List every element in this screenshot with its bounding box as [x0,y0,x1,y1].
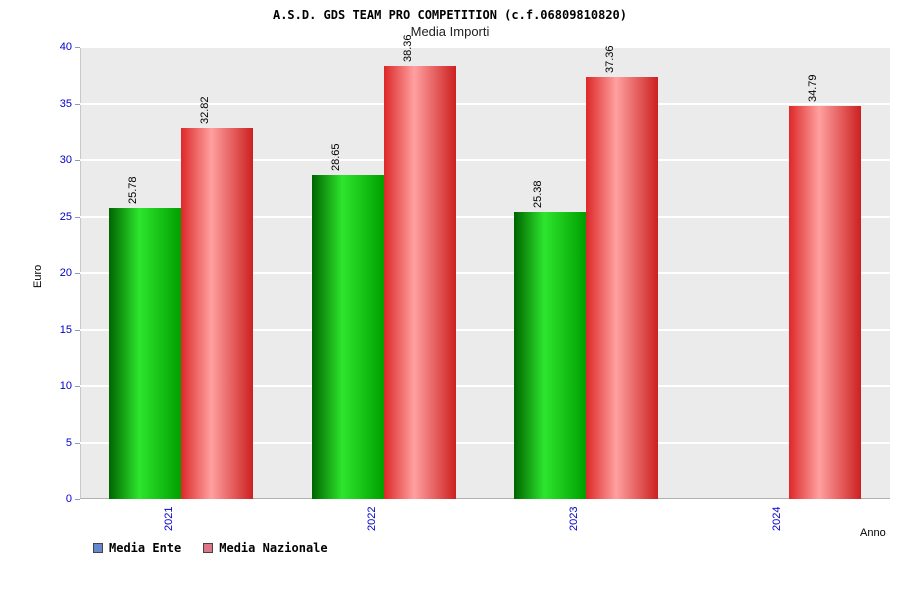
y-tick-label-35: 35 [59,97,72,110]
legend-item-media-nazionale: Media Nazionale [203,541,328,555]
value-label-2024-1: 34.79 [806,74,819,102]
x-tick-label-2023: 2023 [568,506,581,531]
bar-media-ente-2022 [311,175,384,499]
y-tick-mark-5 [75,442,80,444]
bar-media-nazionale-2023 [586,76,659,499]
legend-marker-icon [93,543,103,553]
y-tick-label-15: 15 [59,323,72,336]
value-label-2021-0: 25.78 [127,176,140,204]
gridline-35 [80,102,890,105]
y-tick-mark-30 [75,160,80,161]
value-label-2021-1: 32.82 [199,96,212,125]
legend-marker-icon [203,543,214,553]
x-axis-label: Anno [860,527,886,539]
legend-item-media-ente: Media Ente [93,541,181,555]
gridline-30 [80,159,890,161]
legend-label: Media Ente [109,541,182,555]
bar-media-ente-2021 [109,207,182,499]
chart-title: A.S.D. GDS TEAM PRO COMPETITION (c.f.068… [272,8,627,22]
y-tick-label-40: 40 [59,41,72,53]
y-tick-mark-20 [75,273,80,274]
y-tick-label-5: 5 [65,436,72,449]
gridline-10 [80,385,890,387]
y-tick-mark-0 [75,499,80,500]
y-tick-label-0: 0 [65,493,72,505]
y-tick-label-10: 10 [59,380,72,392]
y-tick-mark-10 [75,386,80,387]
gridline-15 [80,328,890,331]
x-tick-label-2024: 2024 [770,506,783,531]
value-label-2023-1: 37.36 [604,45,617,73]
value-label-2023-0: 25.38 [532,180,545,209]
bar-media-nazionale-2024 [788,105,861,499]
bar-media-ente-2023 [514,212,587,499]
y-tick-label-30: 30 [59,154,72,166]
x-tick-label-2021: 2021 [163,506,176,531]
bar-media-nazionale-2022 [383,65,456,499]
value-label-2022-0: 28.65 [329,143,342,172]
gridline-5 [80,441,890,444]
y-tick-label-20: 20 [59,267,72,279]
y-axis-label: Euro [32,264,44,288]
y-tick-label-25: 25 [59,210,72,223]
bar-media-nazionale-2021 [181,128,254,499]
legend: Media Ente Media Nazionale [93,541,328,555]
y-tick-mark-25 [75,216,80,218]
x-tick-label-2022: 2022 [365,506,378,531]
y-tick-mark-40 [75,47,80,48]
y-tick-mark-15 [75,329,80,331]
value-label-2022-1: 38.36 [401,34,414,62]
gridline-25 [80,215,890,218]
gridline-20 [80,272,890,274]
chart-subtitle: Media Importi [410,24,490,39]
y-tick-mark-35 [75,103,80,105]
gridline-40 [80,46,890,48]
legend-label: Media Nazionale [219,541,328,555]
